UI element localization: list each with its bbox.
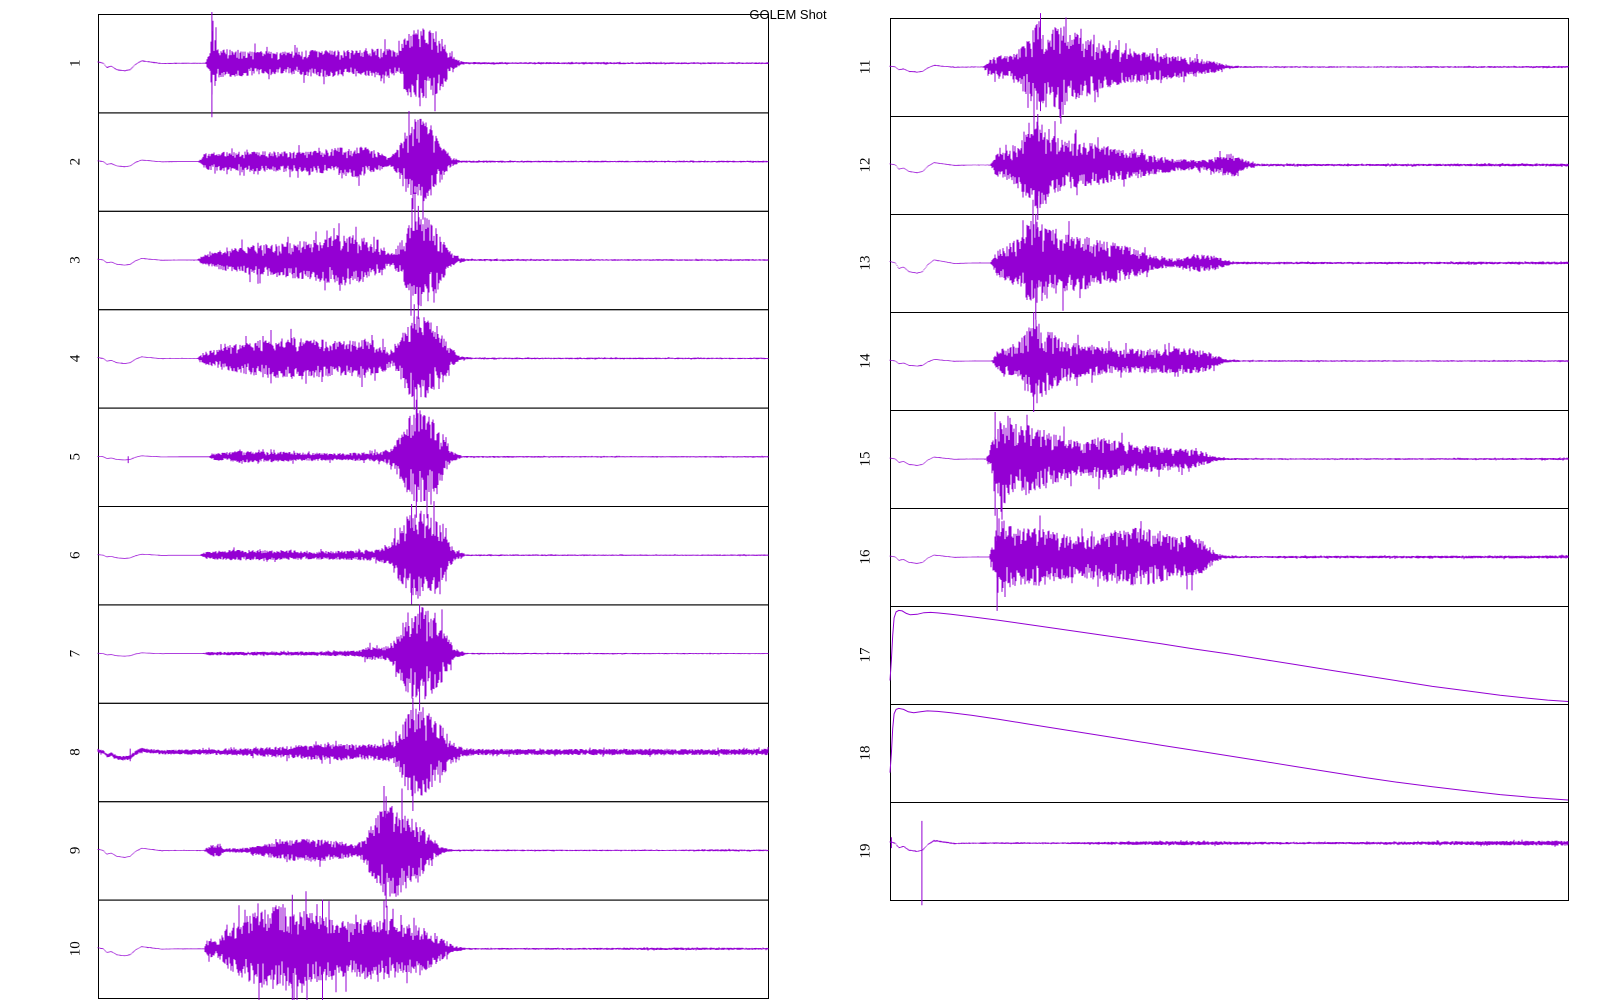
panel-label-7: 7 <box>67 649 83 657</box>
panel-label-9: 9 <box>67 847 83 855</box>
waveform-18 <box>889 707 1569 801</box>
panel-label-8: 8 <box>67 748 83 756</box>
waveform-10 <box>97 891 769 1000</box>
panel-border-19 <box>890 802 1569 901</box>
waveform-6 <box>97 501 769 605</box>
waveform-15 <box>889 412 1569 520</box>
panel-label-18: 18 <box>857 746 873 761</box>
panel-label-17: 17 <box>857 647 873 663</box>
panel-label-1: 1 <box>67 59 83 66</box>
waveform-7 <box>97 604 769 711</box>
waveform-5 <box>97 397 769 519</box>
waveform-19 <box>889 820 1569 906</box>
panel-border-18 <box>890 704 1569 803</box>
waveform-8 <box>97 697 769 811</box>
waveform-12 <box>889 102 1569 220</box>
waveform-11 <box>889 13 1569 124</box>
waveform-4 <box>97 304 769 423</box>
waveform-13 <box>889 199 1569 320</box>
waveform-14 <box>889 312 1569 412</box>
waveform-16 <box>889 508 1569 611</box>
panel-label-14: 14 <box>857 353 873 369</box>
panel-border-17 <box>890 606 1569 705</box>
panel-label-19: 19 <box>857 844 873 859</box>
panel-label-4: 4 <box>67 354 83 362</box>
panel-label-13: 13 <box>857 256 873 271</box>
waveform-2 <box>97 111 769 220</box>
waveform-17 <box>889 609 1569 702</box>
panel-label-12: 12 <box>857 158 873 173</box>
panel-label-15: 15 <box>857 452 873 467</box>
waveform-1 <box>97 12 769 118</box>
panel-label-16: 16 <box>857 549 873 565</box>
panel-label-6: 6 <box>67 551 83 559</box>
panel-label-2: 2 <box>67 158 83 166</box>
waveform-3 <box>97 192 769 319</box>
panel-label-10: 10 <box>67 941 83 956</box>
waveform-9 <box>97 786 769 908</box>
panel-label-11: 11 <box>857 60 873 74</box>
figure-title: GOLEM Shot <box>749 7 827 22</box>
panel-label-3: 3 <box>67 256 83 264</box>
panel-label-5: 5 <box>67 453 83 461</box>
